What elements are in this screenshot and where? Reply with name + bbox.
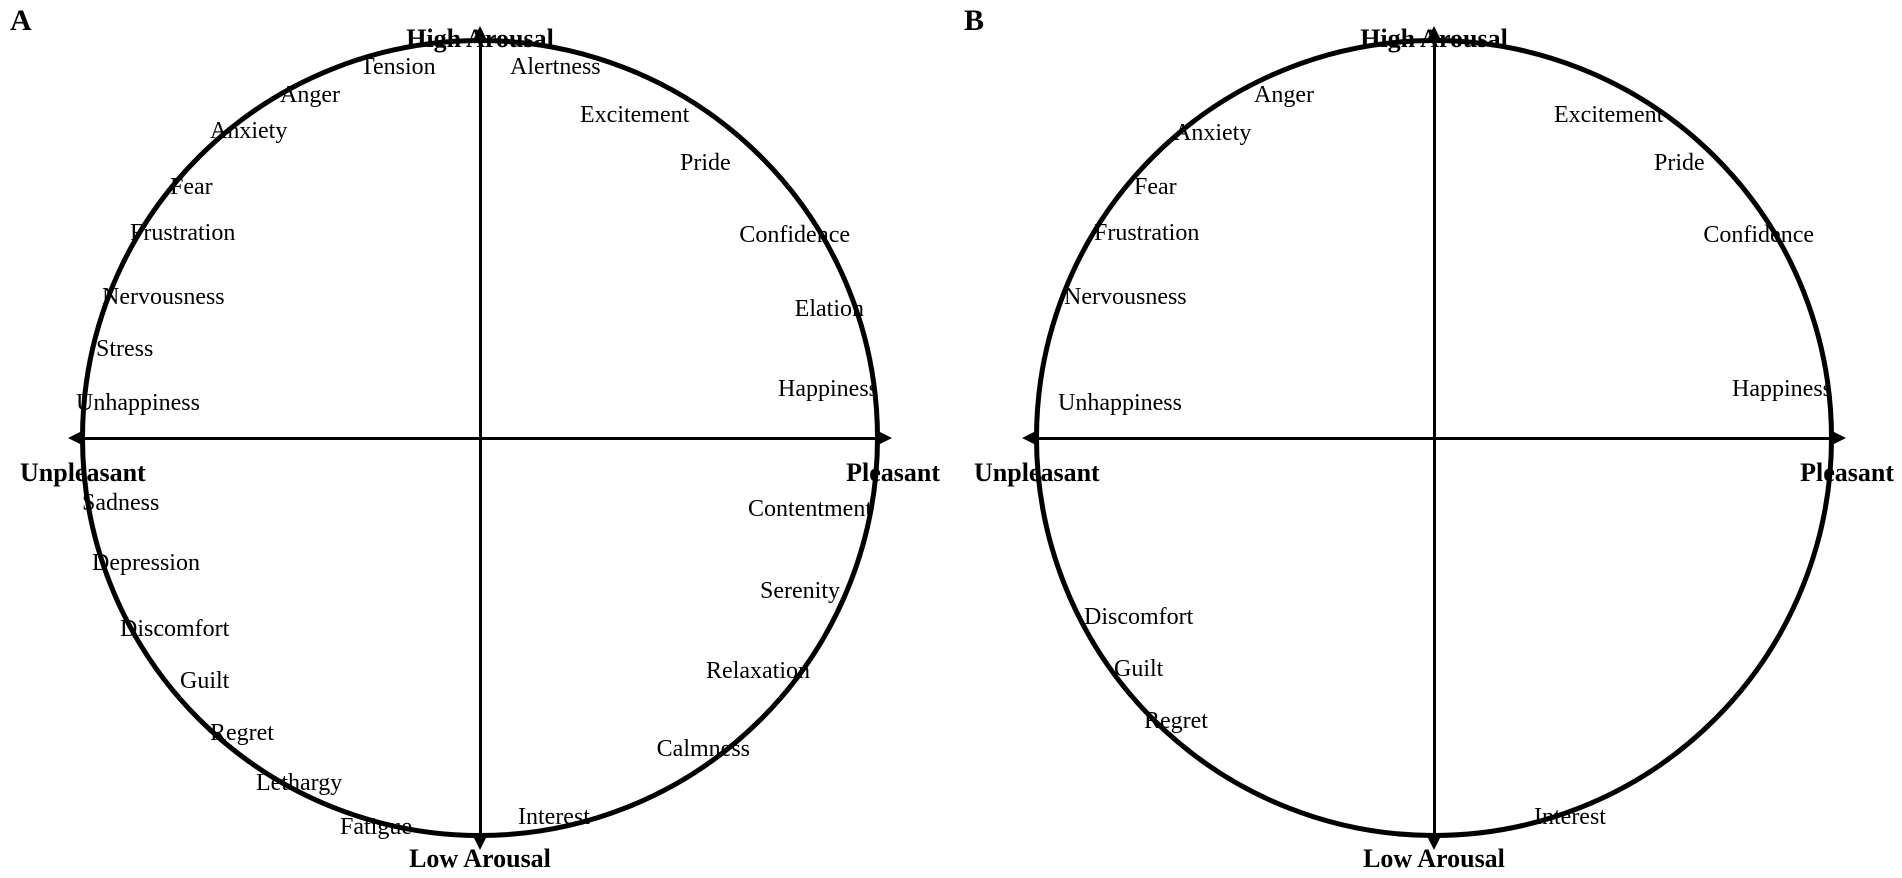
axis-label-right: Pleasant [846, 458, 940, 488]
emotion-label: Stress [96, 336, 153, 363]
y-axis [479, 40, 482, 836]
emotion-label: Happiness [1732, 376, 1832, 403]
emotion-label: Serenity [760, 578, 840, 605]
emotion-label: Contentment [748, 496, 872, 523]
emotion-label: Anger [1254, 82, 1314, 109]
emotion-label: Fear [170, 174, 213, 201]
axis-label-bottom: Low Arousal [409, 844, 551, 874]
emotion-label: Pride [1654, 150, 1705, 177]
emotion-label: Tension [360, 54, 436, 81]
stage: A B High ArousalLow ArousalUnpleasantPle… [0, 0, 1902, 875]
emotion-label: Nervousness [102, 284, 225, 311]
emotion-label: Anxiety [1174, 120, 1251, 147]
emotion-label: Depression [92, 550, 200, 577]
emotion-label: Confidence [739, 222, 850, 249]
emotion-label: Calmness [657, 736, 750, 763]
emotion-label: Fatigue [340, 814, 412, 841]
y-axis [1433, 40, 1436, 836]
emotion-label: Guilt [1114, 656, 1163, 683]
emotion-label: Elation [795, 296, 864, 323]
axis-label-top: High Arousal [406, 24, 554, 54]
emotion-label: Interest [518, 804, 590, 831]
emotion-label: Excitement [1554, 102, 1663, 129]
emotion-label: Fear [1134, 174, 1177, 201]
emotion-label: Alertness [510, 54, 601, 81]
circumplex-diagram-b: High Arousal Low Arousal Unpleasant Pleasan… [974, 18, 1894, 878]
axis-label-left: Unpleasant [974, 458, 1100, 488]
arrow-right-icon [1830, 430, 1846, 446]
arrow-left-icon [68, 430, 84, 446]
emotion-label: Unhappiness [1058, 390, 1182, 417]
emotion-label: Discomfort [1084, 604, 1193, 631]
axis-label-right: Pleasant [1800, 458, 1894, 488]
emotion-label: Unhappiness [76, 390, 200, 417]
emotion-label: Sadness [82, 490, 159, 517]
emotion-label: Regret [210, 720, 274, 747]
emotion-label: Nervousness [1064, 284, 1187, 311]
axis-label-bottom: Low Arousal [1363, 844, 1505, 874]
emotion-label: Happiness [778, 376, 878, 403]
emotion-label: Regret [1144, 708, 1208, 735]
emotion-label: Pride [680, 150, 731, 177]
axis-label-left: Unpleasant [20, 458, 146, 488]
emotion-label: Discomfort [120, 616, 229, 643]
emotion-label: Frustration [1094, 220, 1199, 247]
emotion-label: Lethargy [256, 770, 342, 797]
emotion-label: Guilt [180, 668, 229, 695]
arrow-left-icon [1022, 430, 1038, 446]
axis-label-top: High Arousal [1360, 24, 1508, 54]
circumplex-diagram-a: High Arousal Low Arousal Unpleasant Pleasan… [20, 18, 940, 878]
emotion-label: Anxiety [210, 118, 287, 145]
emotion-label: Relaxation [706, 658, 810, 685]
emotion-label: Excitement [580, 102, 689, 129]
arrow-right-icon [876, 430, 892, 446]
emotion-label: Frustration [130, 220, 235, 247]
emotion-label: Confidence [1703, 222, 1814, 249]
emotion-label: Interest [1534, 804, 1606, 831]
emotion-label: Anger [280, 82, 340, 109]
